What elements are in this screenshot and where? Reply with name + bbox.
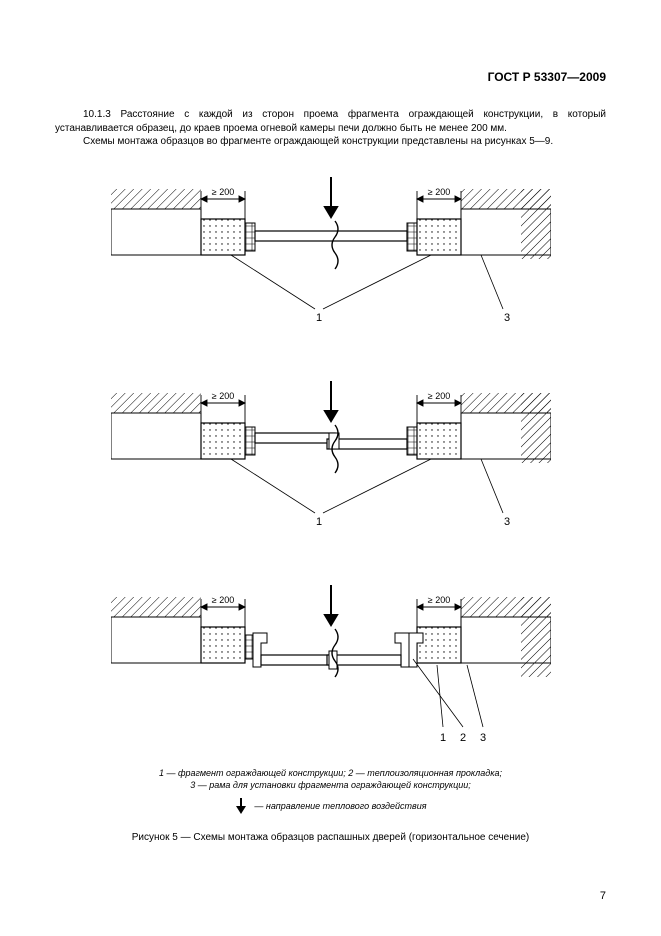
dim-right-c: ≥ 200 xyxy=(427,595,449,605)
dim-left-c: ≥ 200 xyxy=(211,595,233,605)
dim-right-b: ≥ 200 xyxy=(427,391,449,401)
paragraph-2: Схемы монтажа образцов во фрагменте огра… xyxy=(55,135,606,149)
legend-line-1: 1 — фрагмент ограждающей конструкции; 2 … xyxy=(55,767,606,780)
figures-block: ≥ 200 ≥ 200 xyxy=(55,169,606,843)
standard-header: ГОСТ Р 53307—2009 xyxy=(55,70,606,84)
callout-c2: 2 xyxy=(459,732,465,744)
paragraph-1: 10.1.3 Расстояние с каждой из сторон про… xyxy=(55,108,606,135)
legend: 1 — фрагмент ограждающей конструкции; 2 … xyxy=(55,767,606,818)
figure-a: ≥ 200 ≥ 200 xyxy=(111,169,551,339)
figure-c: ≥ 200 ≥ 200 xyxy=(111,577,551,757)
dim-left: ≥ 200 xyxy=(211,187,233,197)
heat-arrow-icon xyxy=(234,796,248,818)
figure-caption: Рисунок 5 — Схемы монтажа образцов распа… xyxy=(55,832,606,843)
dim-right: ≥ 200 xyxy=(427,187,449,197)
callout-1a: 1 xyxy=(315,312,321,324)
dim-left-b: ≥ 200 xyxy=(211,391,233,401)
callout-c1: 1 xyxy=(439,732,445,744)
legend-arrow-text: — направление теплового воздействия xyxy=(254,800,426,813)
body-text: 10.1.3 Расстояние с каждой из сторон про… xyxy=(55,108,606,149)
figure-b: ≥ 200 ≥ 200 1 xyxy=(111,373,551,543)
callout-c3: 3 xyxy=(479,732,485,744)
callout-1b: 1 xyxy=(315,516,321,528)
legend-line-2: 3 — рама для установки фрагмента огражда… xyxy=(55,779,606,792)
callout-3b: 3 xyxy=(503,516,509,528)
callout-3a: 3 xyxy=(503,312,509,324)
page-number: 7 xyxy=(600,890,606,902)
page: ГОСТ Р 53307—2009 10.1.3 Расстояние с ка… xyxy=(0,0,661,936)
legend-line-3: — направление теплового воздействия xyxy=(55,796,606,818)
